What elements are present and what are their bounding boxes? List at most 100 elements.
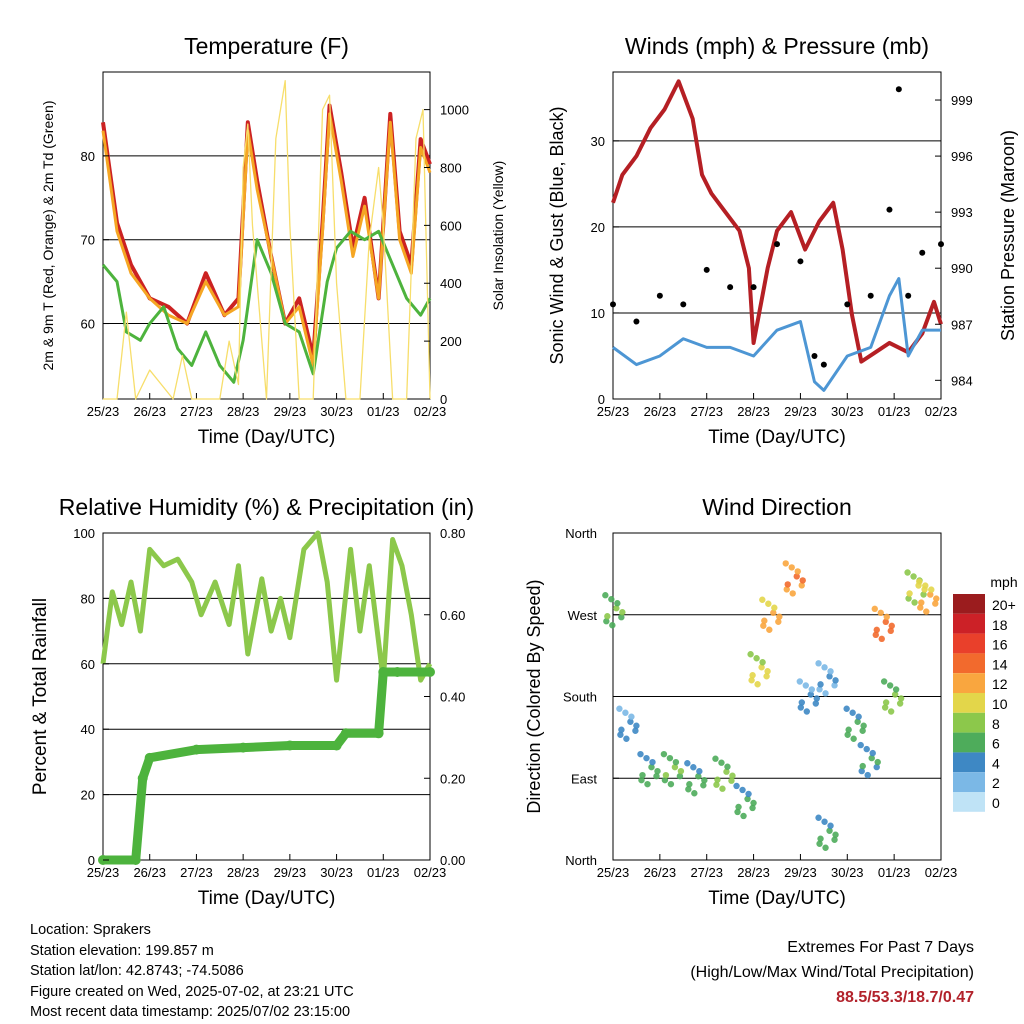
elevation-label: Station elevation: 199.857 m xyxy=(30,942,214,959)
direction-point xyxy=(685,786,692,793)
gust-point xyxy=(610,301,616,308)
gust-point xyxy=(919,249,926,256)
colorbar-swatch xyxy=(953,752,985,773)
x-tick-label: 25/23 xyxy=(87,404,120,419)
direction-point xyxy=(817,835,824,842)
extremes-title: Extremes For Past 7 Days xyxy=(787,939,974,956)
gust-point xyxy=(797,258,804,265)
x-tick-label: 30/23 xyxy=(831,404,864,419)
direction-point xyxy=(758,664,765,671)
y-right-tick-label: 999 xyxy=(951,93,973,108)
direction-point xyxy=(858,767,865,775)
station-info: Location: Sprakers Station elevation: 19… xyxy=(30,920,354,1023)
colorbar-swatch xyxy=(953,653,985,674)
y-tick-label: 10 xyxy=(591,306,605,321)
direction-point xyxy=(761,617,768,624)
direction-point xyxy=(832,831,839,838)
extremes-subtitle: (High/Low/Max Wind/Total Precipitation) xyxy=(690,964,974,981)
pressure-series-line xyxy=(611,79,943,364)
direction-point xyxy=(618,614,625,621)
chart-title: Relative Humidity (%) & Precipitation (i… xyxy=(59,494,474,520)
direction-point xyxy=(734,808,741,816)
y-tick-label: 60 xyxy=(81,657,95,672)
precipitation-point xyxy=(378,666,389,677)
direction-point xyxy=(613,605,620,612)
direction-point xyxy=(684,760,691,767)
direction-point xyxy=(733,782,740,790)
direction-point xyxy=(661,776,669,784)
y-right-tick-label: 0.00 xyxy=(440,853,465,868)
colorbar-label: 2 xyxy=(992,775,1000,791)
colorbar-label: 4 xyxy=(992,755,1000,771)
direction-point xyxy=(917,604,924,611)
direction-point xyxy=(843,705,850,712)
y-tick-label: 80 xyxy=(81,149,95,164)
direction-point xyxy=(667,780,675,788)
direction-point xyxy=(754,681,761,688)
direction-point xyxy=(644,780,651,788)
direction-point xyxy=(672,758,680,766)
direction-point xyxy=(827,822,834,829)
y-tick-label: 20 xyxy=(81,788,95,803)
recent-data-label: Most recent data timestamp: 2025/07/02 2… xyxy=(30,1004,351,1020)
direction-point xyxy=(860,722,867,729)
direction-point xyxy=(695,773,702,780)
direction-point xyxy=(638,776,645,784)
direction-point xyxy=(821,664,828,671)
colorbar-swatch xyxy=(953,633,985,654)
direction-point xyxy=(623,735,630,742)
wind-series-line xyxy=(612,277,941,392)
extremes-box: Extremes For Past 7 Days (High/Low/Max W… xyxy=(690,935,974,1010)
y-right-tick-label: 0.60 xyxy=(440,608,465,623)
precipitation-point xyxy=(425,666,435,677)
x-tick-label: 30/23 xyxy=(320,404,353,419)
direction-point xyxy=(637,750,644,758)
direction-point xyxy=(712,755,719,762)
direction-point xyxy=(700,782,707,789)
gust-point xyxy=(938,241,944,248)
latlon-label: Station lat/lon: 42.8743; -74.5086 xyxy=(30,963,244,979)
direction-point xyxy=(928,586,935,593)
y-right-tick-label: 993 xyxy=(951,205,973,220)
colorbar-label: 12 xyxy=(992,676,1008,692)
x-tick-label: 01/23 xyxy=(878,404,911,419)
direction-point xyxy=(660,750,668,758)
colorbar-label: 16 xyxy=(992,637,1008,653)
precipitation-point xyxy=(340,728,351,739)
direction-point xyxy=(826,673,833,680)
direction-point xyxy=(633,722,640,729)
direction-point xyxy=(639,771,646,779)
x-tick-label: 26/23 xyxy=(644,865,677,880)
direction-point xyxy=(744,795,751,803)
precipitation-point xyxy=(137,773,148,784)
x-tick-label: 02/23 xyxy=(414,865,447,880)
y-tick-label: 20 xyxy=(591,220,605,235)
direction-point xyxy=(686,781,693,788)
direction-point xyxy=(845,726,852,733)
direction-point xyxy=(887,708,895,715)
direction-point xyxy=(654,767,661,775)
gust-point xyxy=(656,292,663,299)
colorbar-swatch xyxy=(953,732,985,753)
direction-point xyxy=(887,627,894,635)
direction-point xyxy=(815,814,822,821)
direction-point xyxy=(822,690,829,697)
colorbar-swatch xyxy=(953,772,985,792)
direction-point xyxy=(904,569,911,576)
x-tick-label: 01/23 xyxy=(878,865,911,880)
direction-point xyxy=(869,749,876,757)
direction-point xyxy=(771,604,778,611)
y-right-tick-label: 0.20 xyxy=(440,771,465,786)
direction-point xyxy=(719,785,726,792)
gust-point xyxy=(886,206,893,213)
x-tick-label: 29/23 xyxy=(274,865,307,880)
precipitation-point xyxy=(284,740,295,751)
direction-point xyxy=(648,763,655,771)
direction-point xyxy=(863,745,870,753)
colorbar-swatch xyxy=(953,792,985,812)
direction-point xyxy=(812,700,819,707)
direction-point xyxy=(859,727,866,734)
direction-point xyxy=(662,771,670,779)
direction-point xyxy=(616,705,623,712)
direction-point xyxy=(760,622,767,629)
